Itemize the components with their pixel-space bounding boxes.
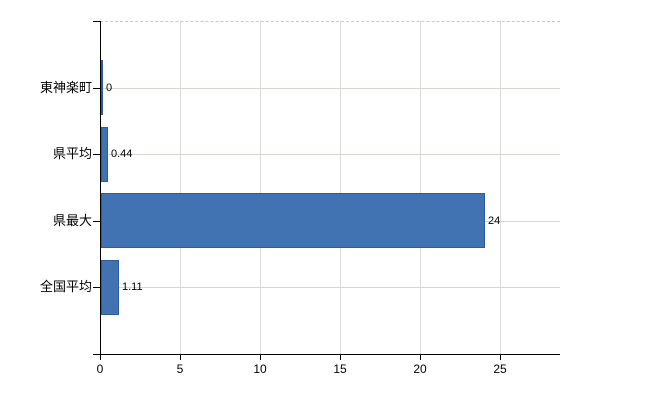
category-label: 全国平均 <box>39 279 92 294</box>
x-axis-tick-label: 5 <box>176 362 184 376</box>
x-axis-line <box>100 354 560 355</box>
y-axis-tick <box>93 221 100 222</box>
vertical-gridline <box>260 21 261 354</box>
x-axis-tick-label: 20 <box>413 362 427 376</box>
x-axis-tick <box>260 354 261 360</box>
plot-area <box>100 21 560 354</box>
category-label: 県平均 <box>52 146 92 161</box>
bar-value-label: 24 <box>488 215 501 227</box>
x-axis-tick-label: 0 <box>96 362 104 376</box>
x-axis-tick <box>180 354 181 360</box>
x-axis-tick-label: 15 <box>333 362 347 376</box>
bar-1 <box>101 60 103 115</box>
x-axis-tick-label: 10 <box>253 362 267 376</box>
plot-top-border <box>100 21 560 22</box>
vertical-gridline <box>500 21 501 354</box>
category-label: 県最大 <box>52 213 92 228</box>
horizontal-gridline <box>100 88 560 89</box>
bar-3 <box>101 193 485 248</box>
x-axis-tick-label: 25 <box>493 362 507 376</box>
x-axis-tick <box>100 354 101 360</box>
x-axis-tick <box>340 354 341 360</box>
y-axis-tick <box>93 287 100 288</box>
y-axis-tick <box>93 21 100 22</box>
bar-value-label: 0.44 <box>111 148 133 160</box>
bar-value-label: 1.11 <box>122 281 143 293</box>
x-axis-tick <box>420 354 421 360</box>
category-label: 東神楽町 <box>39 80 92 95</box>
bar-4 <box>101 260 119 315</box>
x-axis-tick <box>500 354 501 360</box>
horizontal-gridline <box>100 287 560 288</box>
vertical-gridline <box>420 21 421 354</box>
vertical-gridline <box>340 21 341 354</box>
bar-2 <box>101 127 108 182</box>
y-axis-line <box>100 21 101 354</box>
y-axis-tick <box>93 354 100 355</box>
vertical-gridline <box>180 21 181 354</box>
y-axis-tick <box>93 88 100 89</box>
bar-value-label: 0 <box>106 82 113 94</box>
y-axis-tick <box>93 154 100 155</box>
horizontal-gridline <box>100 154 560 155</box>
